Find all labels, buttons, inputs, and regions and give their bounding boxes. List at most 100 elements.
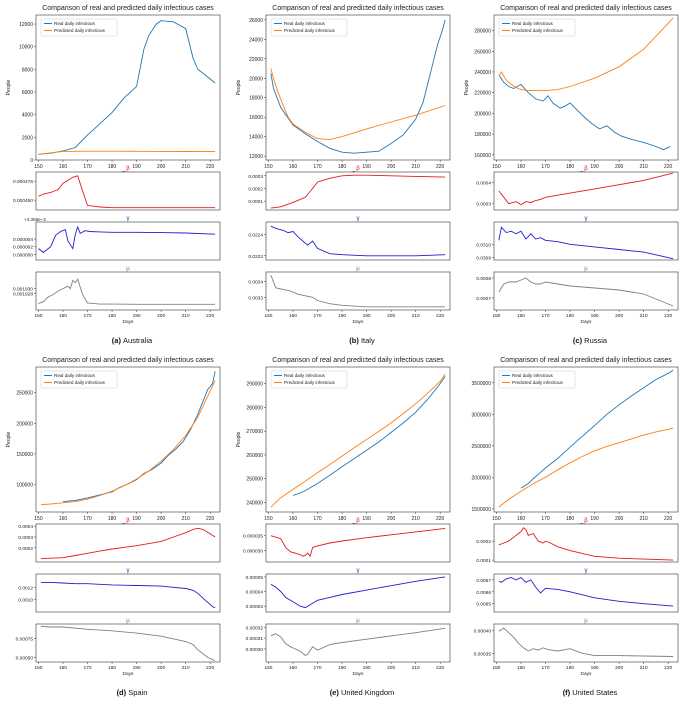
x-tick-label: 190 <box>362 164 371 170</box>
param-frame <box>493 221 679 261</box>
param-line <box>40 625 216 661</box>
y-tick-label: 20000 <box>249 76 263 82</box>
chart-title: Comparison of real and predicted daily i… <box>272 357 444 364</box>
x-tick-label: 200 <box>615 164 624 170</box>
series-line-predicted <box>498 427 674 508</box>
series-line-predicted <box>270 68 446 141</box>
param-x-tick-label: 220 <box>664 665 672 671</box>
param-y-tick-label: 0.0310 <box>476 242 491 248</box>
param-title: μ <box>126 266 130 272</box>
param-line <box>38 175 216 209</box>
param-y-tick-label: 0.00003 <box>246 604 264 610</box>
param-x-tick-label: 210 <box>640 313 648 319</box>
param-y-tick-label: 0.000002 <box>13 245 33 251</box>
param-line <box>270 225 446 257</box>
param-y-tick-label: 0.0065 <box>476 602 491 608</box>
plot-frame <box>493 14 679 161</box>
param-y-tick-label: 0.0003 <box>476 202 491 208</box>
param-frame <box>265 171 451 211</box>
param-y-tick-label: 0.0001 <box>248 199 263 205</box>
y-tick-label: 24000 <box>249 37 263 43</box>
param-x-tick-label: 210 <box>412 313 420 319</box>
legend-box <box>40 370 118 389</box>
param-line <box>40 581 216 609</box>
x-tick-label: 210 <box>411 516 420 522</box>
y-tick-label: 220000 <box>474 91 491 97</box>
y-tick-label: 10000 <box>19 45 33 51</box>
param-frame <box>265 271 451 311</box>
x-tick-label: 150 <box>34 516 43 522</box>
x-tick-label: 190 <box>362 516 371 522</box>
param-offset-label: +4.355e−2 <box>24 217 46 222</box>
param-frame <box>493 523 679 563</box>
series-line-predicted <box>40 380 216 506</box>
y-tick-label: 0 <box>30 158 33 164</box>
x-tick-label: 160 <box>517 516 526 522</box>
param-y-tick-label: 0.0066 <box>476 590 491 596</box>
param-y-tick-label: 0.0002 <box>18 546 33 552</box>
param-y-tick-label: 0.0008 <box>476 276 491 282</box>
param-title: μ <box>356 618 360 624</box>
param-y-tick-label: 0.0309 <box>476 255 491 261</box>
chart-panel-6: Comparison of real and predicted daily i… <box>472 357 679 697</box>
panel-caption: (c) Russia <box>573 336 608 345</box>
series-line-predicted <box>498 17 674 92</box>
param-x-tick-label: 200 <box>615 665 623 671</box>
param-x-tick-label: 170 <box>542 313 550 319</box>
param-line <box>498 527 674 561</box>
param-y-tick-label: 0.0034 <box>248 280 263 286</box>
plot-frame <box>35 14 221 161</box>
y-tick-label: 240000 <box>246 500 263 506</box>
chart-title: Comparison of real and predicted daily i… <box>500 357 672 364</box>
param-x-tick-label: 210 <box>412 665 420 671</box>
x-tick-label: 150 <box>34 164 43 170</box>
param-x-tick-label: 180 <box>566 665 574 671</box>
y-tick-label: 6000 <box>22 90 33 96</box>
param-frame <box>35 171 221 211</box>
legend-label: Predicted daily infectious <box>512 380 564 385</box>
x-tick-label: 210 <box>411 164 420 170</box>
y-tick-label: 100000 <box>16 482 33 488</box>
param-x-tick-label: 180 <box>338 313 346 319</box>
legend-label: Real daily infectious <box>284 21 326 26</box>
chart-title: Comparison of real and predicted daily i… <box>42 357 214 364</box>
param-x-tick-label: 210 <box>640 665 648 671</box>
plot-frame <box>493 366 679 513</box>
param-y-tick-label: 0.00050 <box>16 655 34 661</box>
x-tick-label: 200 <box>157 164 166 170</box>
param-y-tick-label: 0.0002 <box>248 186 263 192</box>
series-line-real <box>270 19 446 154</box>
param-y-tick-label: 0.00004 <box>246 590 264 596</box>
y-tick-label: 22000 <box>249 57 263 63</box>
param-title: γ <box>127 216 130 222</box>
x-tick-label: 220 <box>436 164 445 170</box>
x-tick-label: 160 <box>289 516 298 522</box>
param-x-tick-label: 160 <box>517 665 525 671</box>
x-tick-label: 200 <box>157 516 166 522</box>
param-y-tick-label: 0.0033 <box>248 295 263 301</box>
legend-label: Predicted daily infectious <box>284 380 336 385</box>
param-frame <box>35 573 221 613</box>
param-frame <box>35 623 221 663</box>
x-tick-label: 180 <box>566 516 575 522</box>
y-tick-label: 270000 <box>246 429 263 435</box>
param-title: γ <box>127 568 130 574</box>
param-line <box>38 225 216 253</box>
x-tick-label: 160 <box>59 516 68 522</box>
param-x-tick-label: 150 <box>34 313 42 319</box>
param-y-tick-label: 0.00005 <box>246 575 264 581</box>
param-frame <box>35 523 221 563</box>
param-x-tick-label: 220 <box>436 665 444 671</box>
x-tick-label: 220 <box>206 516 215 522</box>
param-title: γ <box>357 216 360 222</box>
x-tick-label: 150 <box>492 164 501 170</box>
param-frame <box>35 221 221 261</box>
panel-caption: (e) United Kingdom <box>330 688 395 697</box>
y-tick-label: 12000 <box>19 22 33 28</box>
y-tick-label: 240000 <box>474 70 491 76</box>
param-line <box>498 172 674 206</box>
plot-frame <box>265 366 451 513</box>
param-y-tick-label: 0.00030 <box>246 647 264 653</box>
param-y-tick-label: 0.0010 <box>18 597 33 603</box>
